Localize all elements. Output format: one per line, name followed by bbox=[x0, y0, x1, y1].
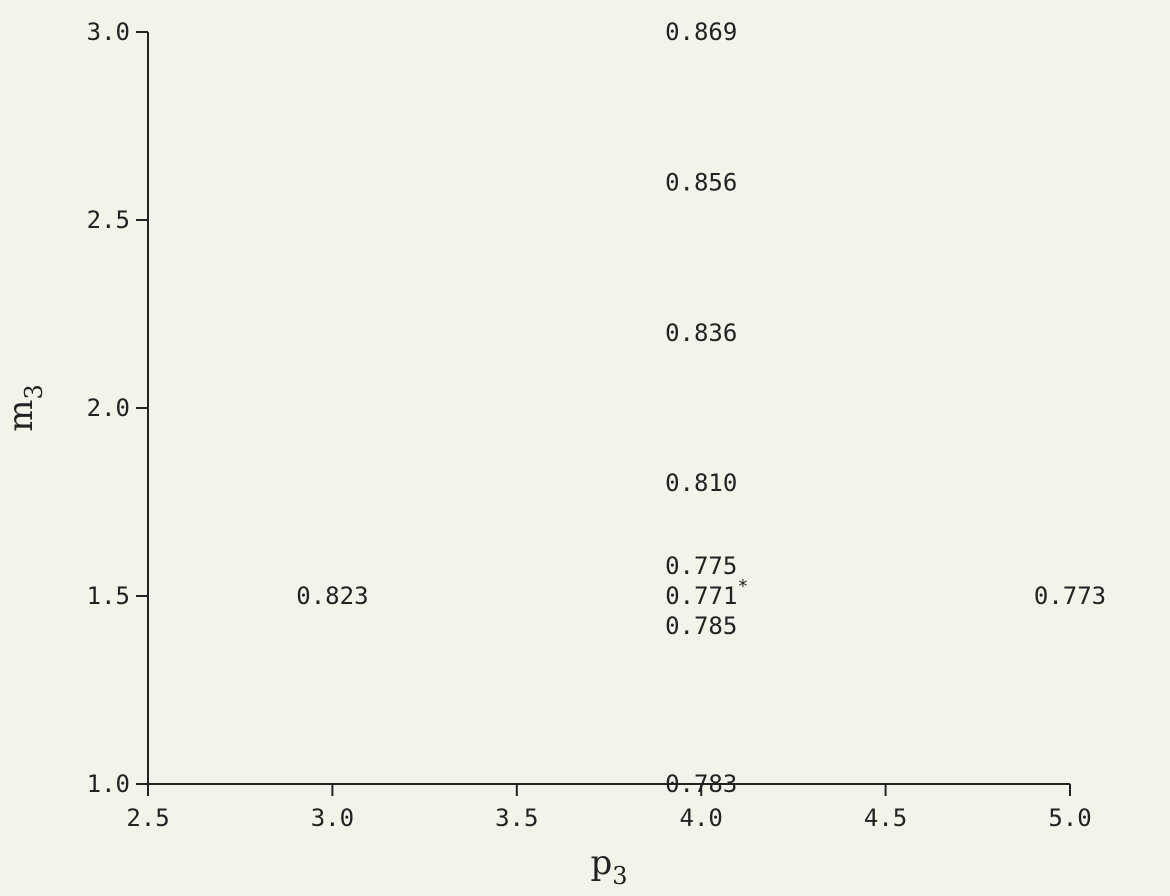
data-point-label: 0.836 bbox=[665, 319, 737, 347]
y-tick-label: 2.5 bbox=[87, 206, 130, 234]
y-axis-ticks: 1.0 1.5 2.0 2.5 3.0 bbox=[87, 18, 148, 798]
data-point-label: 0.856 bbox=[665, 168, 737, 196]
data-point-label: 0.783 bbox=[665, 770, 737, 798]
x-tick-label: 5.0 bbox=[1048, 804, 1091, 832]
x-tick-label: 4.5 bbox=[864, 804, 907, 832]
y-axis-title-sub: 3 bbox=[20, 384, 48, 399]
x-tick-label: 4.0 bbox=[680, 804, 723, 832]
y-tick-label: 1.0 bbox=[87, 770, 130, 798]
y-tick-label: 1.5 bbox=[87, 582, 130, 610]
data-point-label: 0.823 bbox=[296, 582, 368, 610]
data-point-label: 0.869 bbox=[665, 18, 737, 46]
x-tick-label: 2.5 bbox=[126, 804, 169, 832]
data-point-label: 0.773 bbox=[1034, 582, 1106, 610]
y-axis-title-main: m bbox=[1, 400, 41, 432]
data-point-label: 0.810 bbox=[665, 469, 737, 497]
data-point-label: 0.785 bbox=[665, 612, 737, 640]
x-axis-ticks: 2.5 3.0 3.5 4.0 4.5 5.0 bbox=[126, 784, 1092, 832]
y-tick-label: 2.0 bbox=[87, 394, 130, 422]
x-tick-label: 3.0 bbox=[311, 804, 354, 832]
y-axis-title: m3 bbox=[1, 384, 48, 432]
data-point-label: 0.775 bbox=[665, 552, 737, 580]
data-point-label: 0.771* bbox=[665, 576, 748, 610]
x-axis-title: p3 bbox=[590, 843, 627, 890]
y-tick-label: 3.0 bbox=[87, 18, 130, 46]
x-axis-title-main: p bbox=[590, 843, 612, 883]
x-tick-label: 3.5 bbox=[495, 804, 538, 832]
x-axis-title-sub: 3 bbox=[612, 862, 627, 890]
